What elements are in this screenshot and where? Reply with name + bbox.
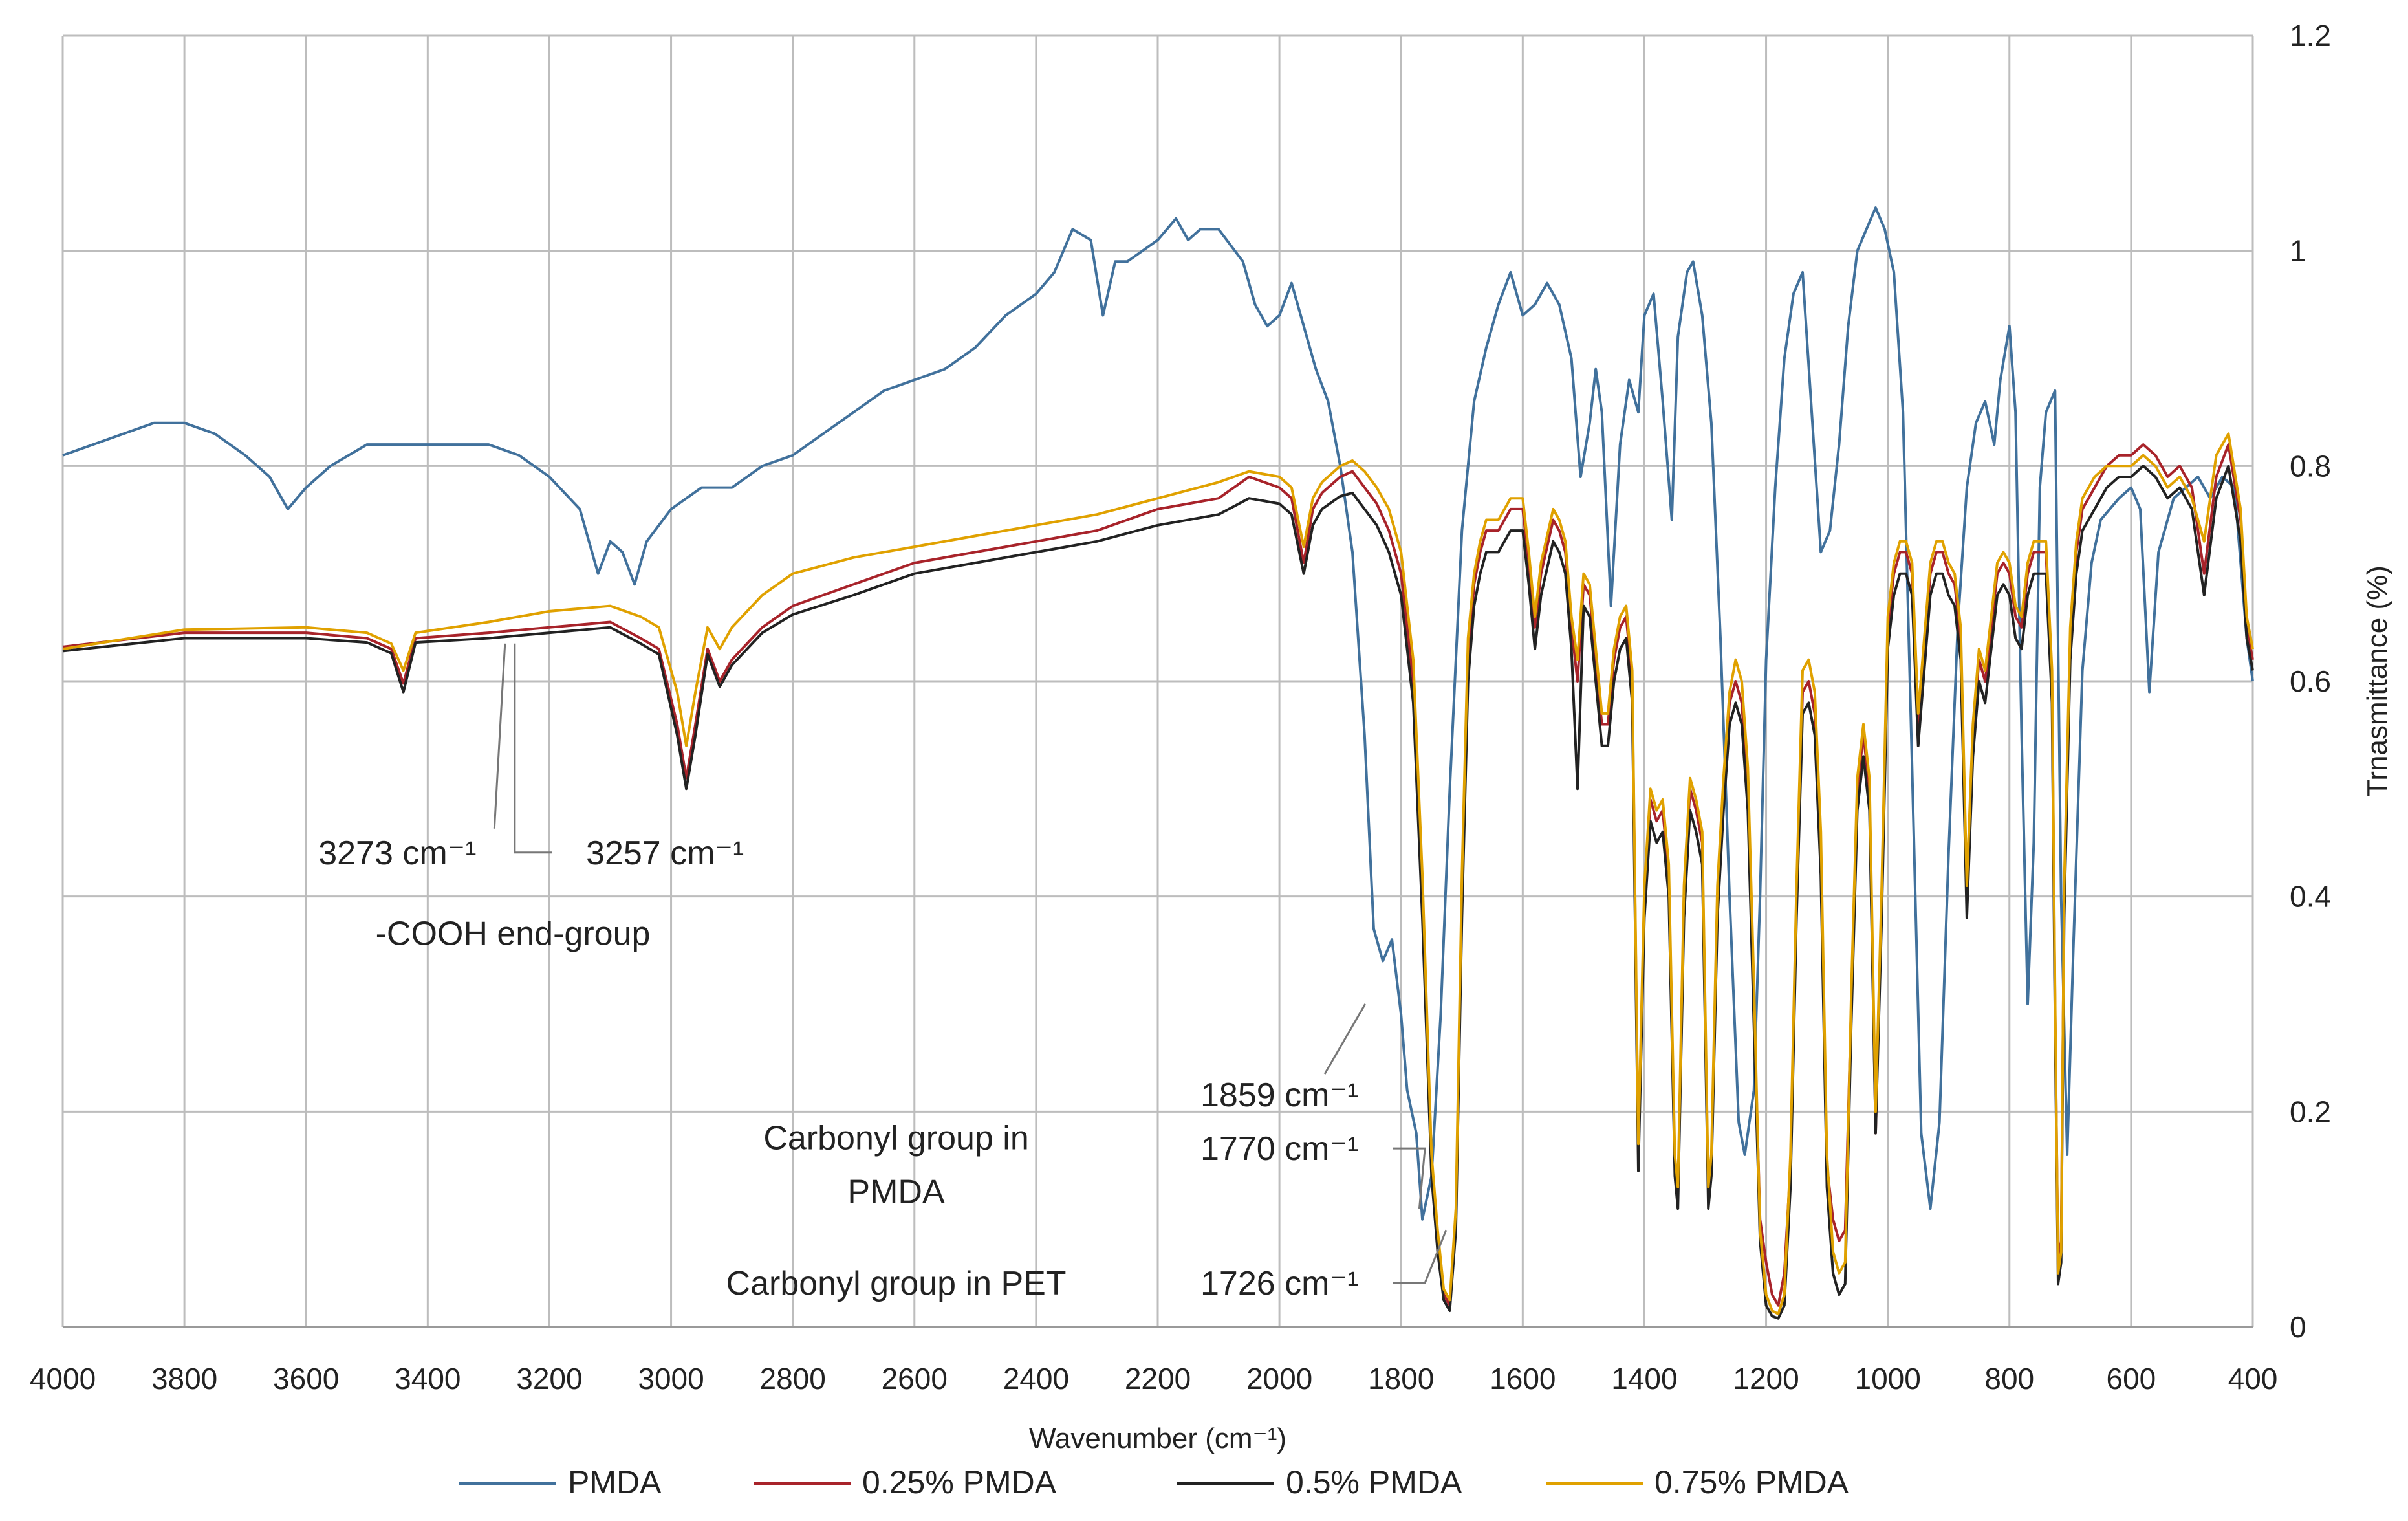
y-tick-label: 0.2 xyxy=(2290,1095,2331,1128)
y-axis-ticks: 0 0.2 0.4 0.6 0.8 1 1.2 xyxy=(2290,19,2331,1344)
y-axis-title: Trnasmittance (%) xyxy=(2361,565,2393,797)
x-axis-title: Wavenumber (cm⁻¹) xyxy=(1029,1423,1286,1454)
group-labels: -COOH end-group Carbonyl group in PMDA Carb… xyxy=(376,915,1067,1303)
x-tick-label: 1200 xyxy=(1733,1362,1799,1395)
x-tick-label: 1600 xyxy=(1490,1362,1556,1395)
x-tick-label: 2000 xyxy=(1246,1362,1312,1395)
y-tick-label: 0.4 xyxy=(2290,880,2331,914)
annotation-leader xyxy=(493,643,506,829)
annotation-label: 3273 cm⁻¹ xyxy=(318,835,476,872)
y-tick-label: 0.8 xyxy=(2290,449,2331,483)
x-tick-label: 1800 xyxy=(1368,1362,1434,1395)
annotation-label: 1726 cm⁻¹ xyxy=(1200,1265,1358,1302)
x-tick-label: 3400 xyxy=(395,1362,461,1395)
legend-label: 0.25% PMDA xyxy=(862,1464,1057,1500)
x-axis-ticks: 4000 3800 3600 3400 3200 3000 2800 2600 2400 2200… xyxy=(30,1362,2278,1395)
x-tick-label: 600 xyxy=(2107,1362,2156,1395)
x-tick-label: 3000 xyxy=(638,1362,704,1395)
legend-label: 0.75% PMDA xyxy=(1654,1464,1849,1500)
y-tick-label: 1 xyxy=(2290,234,2306,268)
x-tick-label: 4000 xyxy=(30,1362,96,1395)
series-line-3 xyxy=(62,432,2254,1315)
group-label: Carbonyl group in PET xyxy=(726,1265,1067,1302)
x-tick-label: 1400 xyxy=(1611,1362,1677,1395)
x-tick-label: 2800 xyxy=(759,1362,825,1395)
x-tick-label: 1000 xyxy=(1854,1362,1920,1395)
x-tick-label: 2600 xyxy=(882,1362,948,1395)
legend-label: 0.5% PMDA xyxy=(1286,1464,1462,1500)
x-tick-label: 3600 xyxy=(273,1362,339,1395)
legend-label: PMDA xyxy=(568,1464,662,1500)
series-line-2 xyxy=(62,465,2254,1320)
x-tick-label: 400 xyxy=(2228,1362,2278,1395)
group-label: PMDA xyxy=(847,1174,945,1211)
annotations: 3273 cm⁻¹ 3257 cm⁻¹ 1859 cm⁻¹ 1770 cm⁻¹ 1726… xyxy=(318,643,1448,1302)
annotation-label: 1770 cm⁻¹ xyxy=(1200,1130,1358,1168)
group-label: Carbonyl group in xyxy=(763,1120,1028,1157)
annotation-leader xyxy=(1393,1147,1426,1209)
x-tick-label: 2200 xyxy=(1125,1362,1191,1395)
annotation-label: 3257 cm⁻¹ xyxy=(586,835,744,872)
x-tick-label: 2400 xyxy=(1003,1362,1069,1395)
y-tick-label: 0.6 xyxy=(2290,664,2331,698)
y-tick-label: 1.2 xyxy=(2290,19,2331,52)
annotation-leader xyxy=(1323,1003,1367,1075)
annotation-label: 1859 cm⁻¹ xyxy=(1200,1077,1358,1114)
annotation-leader xyxy=(514,643,552,854)
group-label: -COOH end-group xyxy=(376,915,651,953)
legend: PMDA 0.25% PMDA 0.5% PMDA 0.75% PMDA xyxy=(459,1464,1849,1500)
series-line-0 xyxy=(62,206,2254,1221)
series-lines xyxy=(62,206,2254,1320)
series-line-1 xyxy=(62,443,2254,1307)
x-tick-label: 3800 xyxy=(151,1362,217,1395)
x-tick-label: 800 xyxy=(1984,1362,2034,1395)
annotation-leader xyxy=(1393,1229,1448,1284)
y-tick-label: 0 xyxy=(2290,1310,2306,1344)
x-tick-label: 3200 xyxy=(516,1362,582,1395)
